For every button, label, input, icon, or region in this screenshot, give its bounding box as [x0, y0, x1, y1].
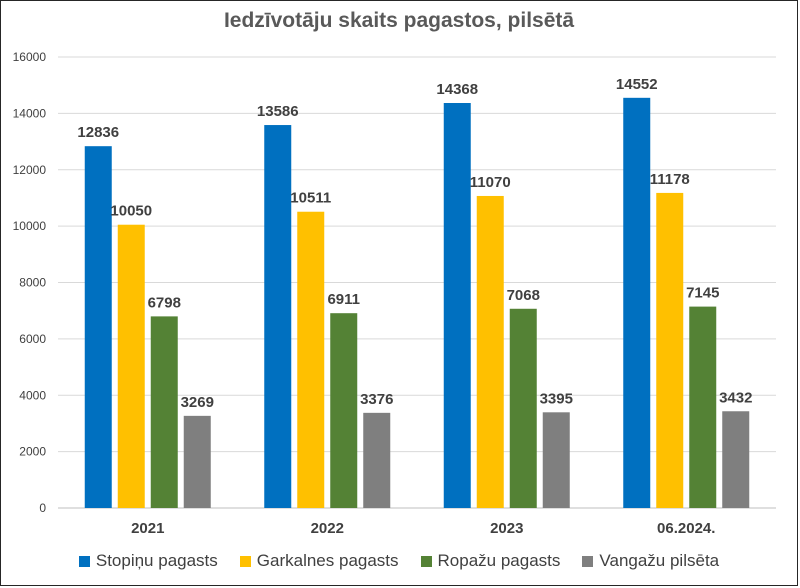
chart-title: Iedzīvotāju skaits pagastos, pilsētā — [223, 9, 575, 32]
data-label: 10050 — [110, 203, 152, 220]
bar — [150, 316, 178, 508]
legend-item: Stopiņu pagasts — [78, 551, 218, 571]
y-tick-label: 10000 — [13, 219, 47, 233]
data-label: 14368 — [436, 81, 478, 98]
bar — [84, 146, 112, 509]
data-label: 7145 — [686, 285, 719, 302]
y-tick-label: 6000 — [19, 332, 46, 346]
legend-label: Vangažu pilsēta — [599, 551, 720, 570]
data-label: 11178 — [650, 171, 690, 188]
y-tick-label: 8000 — [19, 276, 46, 290]
data-label: 11070 — [470, 174, 511, 191]
bar — [623, 97, 651, 509]
legend-swatch — [78, 555, 90, 567]
legend-swatch — [582, 555, 594, 567]
bar — [722, 411, 750, 508]
bar — [443, 103, 471, 508]
data-label: 6911 — [327, 291, 360, 308]
bar — [330, 313, 358, 508]
bar — [264, 125, 292, 509]
legend-swatch — [239, 555, 251, 567]
y-tick-label: 0 — [39, 501, 46, 515]
y-tick-label: 14000 — [13, 106, 47, 120]
legend-item: Garkalnes pagasts — [239, 551, 399, 571]
y-tick-label: 16000 — [13, 50, 47, 64]
bar — [476, 195, 504, 509]
bar — [297, 211, 325, 508]
y-tick-label: 12000 — [13, 163, 47, 177]
bar — [117, 224, 145, 508]
y-tick-label: 2000 — [19, 445, 46, 459]
y-tick-label: 4000 — [19, 388, 46, 402]
data-label: 10511 — [290, 190, 331, 207]
data-label: 12836 — [77, 124, 119, 141]
chart-legend: Stopiņu pagasts Garkalnes pagasts Ropažu p… — [1, 551, 797, 571]
x-tick-label: 2023 — [490, 520, 523, 537]
legend-label: Garkalnes pagasts — [256, 551, 399, 570]
legend-item: Ropažu pagasts — [420, 551, 561, 571]
bar — [183, 415, 211, 508]
bar — [656, 192, 684, 509]
data-label: 3432 — [719, 389, 752, 406]
x-tick-label: 06.2024. — [657, 520, 715, 537]
data-label: 14552 — [616, 76, 658, 93]
legend-swatch — [420, 555, 432, 567]
legend-item: Vangažu pilsēta — [582, 551, 719, 571]
data-label: 3269 — [181, 394, 214, 411]
bar — [689, 306, 717, 508]
legend-label: Ropažu pagasts — [437, 551, 561, 570]
data-label: 3376 — [360, 391, 393, 408]
x-tick-label: 2021 — [131, 520, 164, 537]
x-tick-label: 2022 — [311, 520, 344, 537]
data-label: 3395 — [540, 390, 573, 407]
bar — [509, 308, 537, 508]
data-label: 7068 — [507, 287, 540, 304]
data-label: 13586 — [257, 103, 299, 120]
bar — [363, 412, 391, 508]
bar — [542, 412, 570, 508]
legend-label: Stopiņu pagasts — [95, 551, 218, 570]
data-label: 6798 — [148, 294, 181, 311]
